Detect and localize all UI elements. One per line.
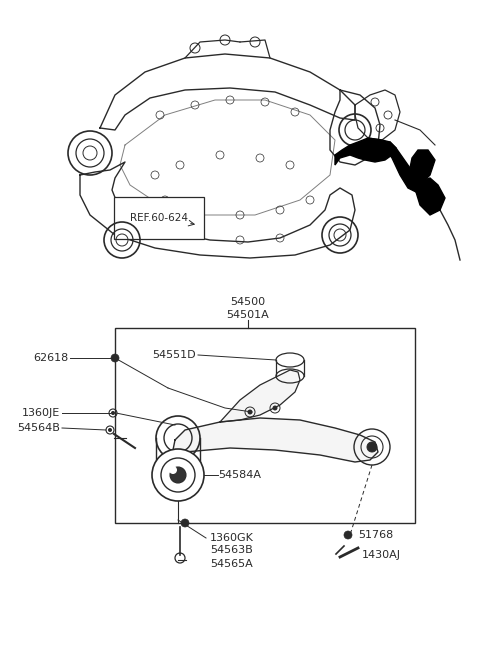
Polygon shape: [100, 54, 355, 130]
Text: 54500: 54500: [230, 297, 265, 307]
Circle shape: [273, 405, 277, 411]
Circle shape: [111, 354, 119, 362]
Polygon shape: [172, 418, 378, 462]
Polygon shape: [385, 142, 420, 192]
Polygon shape: [220, 370, 300, 422]
Text: 54501A: 54501A: [227, 310, 269, 320]
Polygon shape: [330, 90, 380, 165]
Polygon shape: [416, 178, 445, 215]
Circle shape: [344, 531, 352, 539]
Text: 51768: 51768: [358, 530, 393, 540]
Circle shape: [367, 442, 377, 452]
Text: 54565A: 54565A: [210, 559, 253, 569]
Circle shape: [169, 466, 177, 474]
Circle shape: [170, 467, 186, 483]
Text: 54564B: 54564B: [17, 423, 60, 433]
Text: 1360JE: 1360JE: [22, 408, 60, 418]
Circle shape: [248, 409, 252, 415]
Text: 1430AJ: 1430AJ: [362, 550, 401, 560]
Polygon shape: [335, 138, 396, 165]
Text: 54563B: 54563B: [210, 545, 253, 555]
Polygon shape: [80, 162, 355, 258]
Text: 54551D: 54551D: [152, 350, 196, 360]
Circle shape: [111, 411, 115, 415]
Text: 54584A: 54584A: [218, 470, 261, 480]
Text: 62618: 62618: [33, 353, 68, 363]
Circle shape: [161, 458, 195, 492]
Bar: [115, 328, 415, 523]
Circle shape: [152, 449, 204, 501]
Circle shape: [181, 519, 189, 527]
Circle shape: [108, 428, 112, 432]
Text: 1360GK: 1360GK: [210, 533, 254, 543]
Text: REF.60-624: REF.60-624: [130, 213, 188, 223]
Polygon shape: [410, 150, 435, 185]
Polygon shape: [355, 90, 400, 140]
